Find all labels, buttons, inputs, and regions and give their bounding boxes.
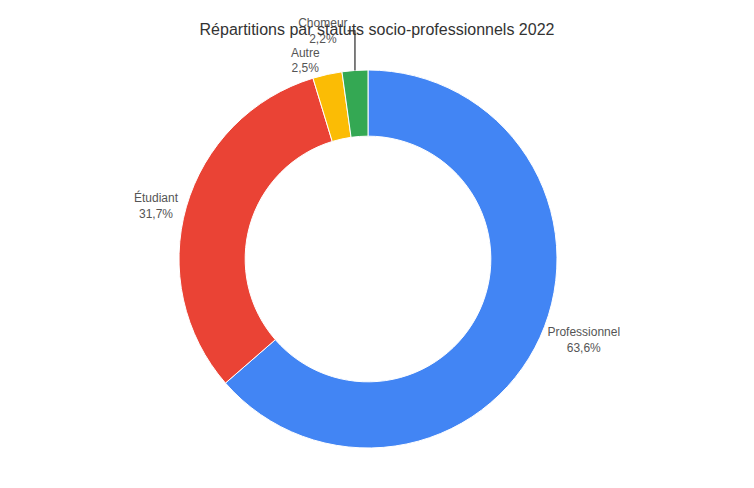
svg-text:Répartitions par statuts socio: Répartitions par statuts socio-professio…	[200, 21, 555, 38]
svg-text:Étudiant31,7%: Étudiant31,7%	[134, 190, 179, 221]
svg-text:Professionnel63,6%: Professionnel63,6%	[547, 325, 620, 355]
svg-text:Autre2,5%: Autre2,5%	[291, 46, 320, 76]
svg-text:Chomeur2,2%: Chomeur2,2%	[298, 16, 347, 46]
